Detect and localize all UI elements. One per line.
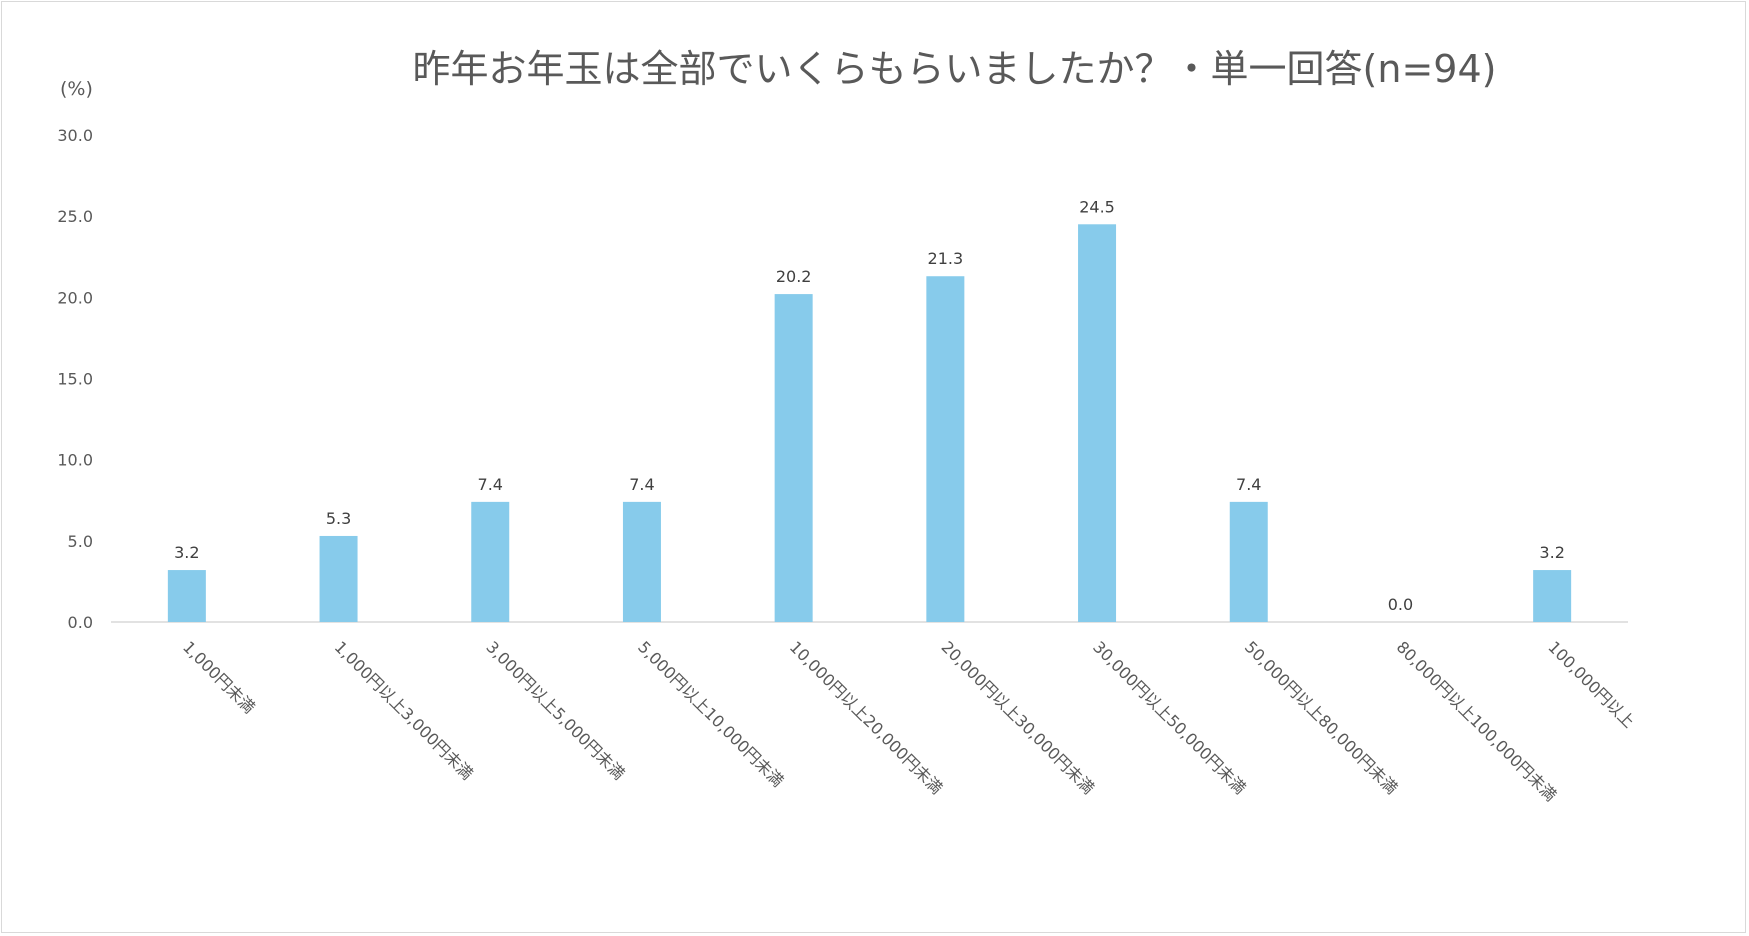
- y-tick-label: 25.0: [57, 207, 93, 226]
- x-tick-label: 5,000円以上10,000円未満: [634, 637, 787, 790]
- x-tick-label: 100,000円以上: [1544, 637, 1638, 731]
- data-label: 20.2: [776, 267, 812, 286]
- x-tick-label: 50,000円以上80,000円未満: [1241, 637, 1402, 798]
- bar: [1078, 224, 1117, 623]
- x-tick-label: 1,000円未満: [179, 637, 259, 717]
- data-label: 3.2: [174, 543, 199, 562]
- bar: [1229, 501, 1268, 622]
- x-tick-label: 3,000円以上5,000円未満: [482, 637, 628, 783]
- bar: [774, 294, 813, 622]
- data-label: 7.4: [1236, 475, 1261, 494]
- bar: [622, 501, 661, 622]
- x-tick-label: 30,000円以上50,000円未満: [1089, 637, 1250, 798]
- bar: [1533, 570, 1572, 622]
- bar: [319, 535, 358, 622]
- data-label: 7.4: [478, 475, 503, 494]
- y-tick-label: 20.0: [57, 288, 93, 307]
- data-label: 7.4: [629, 475, 654, 494]
- y-tick-label: 30.0: [57, 126, 93, 145]
- bar: [471, 501, 510, 622]
- y-tick-label: 10.0: [57, 451, 93, 470]
- y-tick-label: 5.0: [68, 532, 93, 551]
- data-label: 0.0: [1388, 595, 1413, 614]
- x-tick-label: 20,000円以上30,000円未満: [938, 637, 1099, 798]
- bar: [167, 570, 206, 622]
- x-tick-label: 1,000円以上3,000円未満: [331, 637, 477, 783]
- data-label: 24.5: [1079, 197, 1115, 216]
- data-label: 5.3: [326, 509, 351, 528]
- x-tick-label: 10,000円以上20,000円未満: [786, 637, 947, 798]
- chart-title: 昨年お年玉は全部でいくらもらいましたか？・単一回答(n=94): [412, 47, 1497, 91]
- data-label: 3.2: [1539, 543, 1564, 562]
- x-tick-label: 80,000円以上100,000円未満: [1393, 637, 1561, 805]
- data-label: 21.3: [928, 249, 964, 268]
- bar: [926, 276, 965, 622]
- y-tick-label: 0.0: [68, 613, 93, 632]
- y-axis-unit-label: (%): [60, 78, 93, 100]
- y-tick-label: 15.0: [57, 370, 93, 389]
